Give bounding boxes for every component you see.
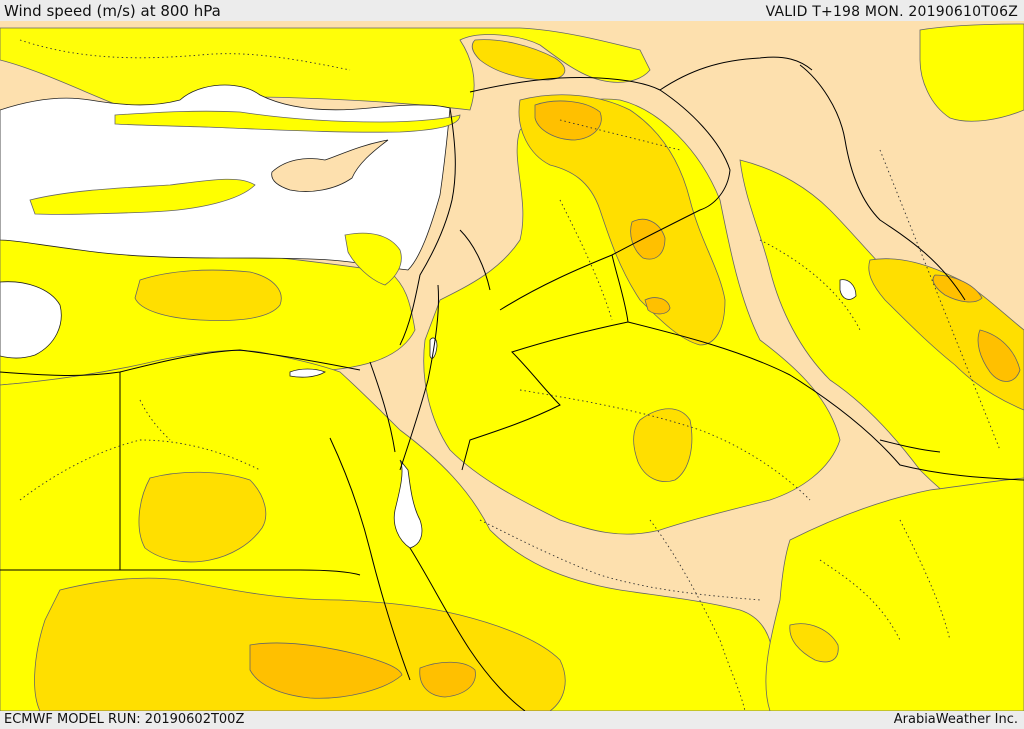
- admin-boundary-11: [819, 559, 901, 641]
- lake-iraq: [839, 279, 857, 300]
- very-high-cell-iraq: [977, 329, 1021, 382]
- border-israel-jordan: [399, 284, 439, 471]
- admin-boundary-4: [479, 519, 761, 601]
- mediterranean-sea-south: [0, 281, 62, 359]
- mid-wind-central: [423, 98, 841, 535]
- high-wind-cell-saudi: [633, 408, 693, 482]
- very-high-cell-small: [644, 297, 671, 315]
- border-iraq-iran: [799, 64, 966, 301]
- border-lebanon-syria: [459, 229, 491, 291]
- very-high-wind-regions: [249, 100, 1021, 699]
- country-borders: [0, 56, 1024, 711]
- border-turkey-syria: [469, 56, 813, 93]
- coastline-levant: [399, 107, 456, 346]
- admin-boundary-9: [899, 519, 951, 641]
- sea-wind-band-coast: [344, 232, 402, 286]
- admin-boundaries: [19, 39, 1001, 711]
- credit: ArabiaWeather Inc.: [893, 712, 1018, 727]
- footer-bar: [0, 711, 1024, 729]
- valid-time: VALID T+198 MON. 20190610T06Z: [765, 4, 1018, 20]
- high-wind-cell-north: [471, 39, 566, 81]
- border-jordan-iraq: [611, 254, 629, 323]
- cyprus-island: [271, 139, 389, 192]
- high-wind-cell-east: [789, 623, 839, 663]
- mid-wind-north: [0, 27, 651, 111]
- very-high-cell-north: [534, 100, 602, 141]
- border-israel-egypt: [369, 361, 396, 453]
- high-wind-mesopotamia: [868, 258, 1024, 411]
- coastline-egypt: [0, 349, 361, 376]
- map-title: Wind speed (m/s) at 800 hPa: [4, 2, 221, 20]
- model-run: ECMWF MODEL RUN: 20190602T00Z: [4, 712, 245, 727]
- high-wind-egypt-west: [138, 471, 267, 563]
- admin-boundary-12: [559, 119, 681, 151]
- admin-boundary-6: [879, 149, 1001, 451]
- border-syria-iraq: [499, 89, 731, 311]
- very-high-cell-red-sea: [419, 661, 476, 698]
- sea-wind-band: [29, 110, 461, 286]
- title-bar: [0, 0, 1024, 21]
- very-high-cell-sudan: [249, 642, 403, 699]
- mid-wind-northeast-corner: [919, 23, 1024, 122]
- coastline-red-sea-east: [409, 547, 526, 711]
- admin-boundary-10: [139, 399, 171, 441]
- sea-wind-band-north: [114, 110, 461, 133]
- high-wind-northeast-jordan: [518, 94, 726, 346]
- very-high-cell-central: [630, 218, 666, 260]
- admin-boundary-5: [19, 439, 261, 501]
- wind-speed-map[interactable]: [0, 21, 1024, 711]
- border-saudi-iraq: [627, 321, 1024, 481]
- border-egypt-sudan: [0, 569, 361, 576]
- admin-boundary-7: [759, 239, 861, 331]
- border-saudi-kuwait: [879, 439, 941, 453]
- high-wind-cell-west: [134, 269, 282, 321]
- coastline-red-sea-west: [329, 437, 411, 681]
- admin-boundary-2: [559, 199, 613, 321]
- sea-wind-band-main: [29, 178, 256, 215]
- border-jordan-saudi: [461, 321, 629, 471]
- admin-boundary-1: [19, 39, 351, 71]
- mediterranean-sea-nile-delta: [289, 368, 326, 378]
